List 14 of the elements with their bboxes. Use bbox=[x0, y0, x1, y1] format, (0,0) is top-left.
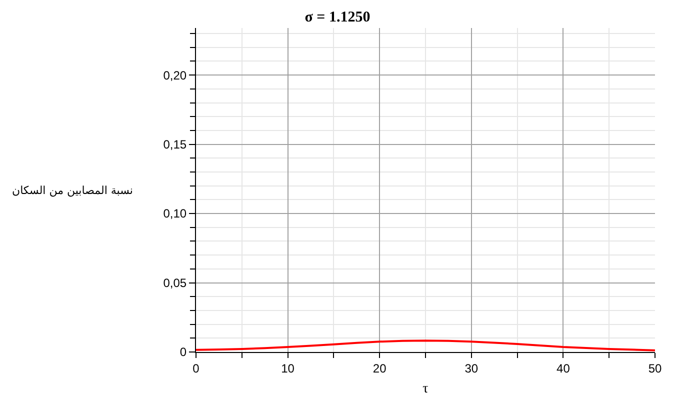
x-tick-label: 30 bbox=[464, 361, 478, 376]
y-tick-label: 0,05 bbox=[163, 276, 187, 290]
x-tick-label: 10 bbox=[281, 361, 295, 376]
x-tick-label: 0 bbox=[192, 361, 200, 376]
x-tick-label: 50 bbox=[648, 361, 662, 376]
y-tick-label: 0,10 bbox=[163, 206, 187, 221]
x-tick-label: 40 bbox=[556, 361, 570, 376]
y-tick-label: 0,20 bbox=[163, 68, 187, 82]
y-axis-title: نسبة المصابين من السكان bbox=[12, 184, 133, 197]
x-axis-title: τ bbox=[422, 382, 429, 397]
chart-title: σ = 1.1250 bbox=[304, 9, 370, 26]
x-tick-label: 20 bbox=[372, 361, 387, 376]
y-tick-label: 0,15 bbox=[163, 138, 187, 152]
y-tick-label: 0 bbox=[180, 345, 187, 360]
